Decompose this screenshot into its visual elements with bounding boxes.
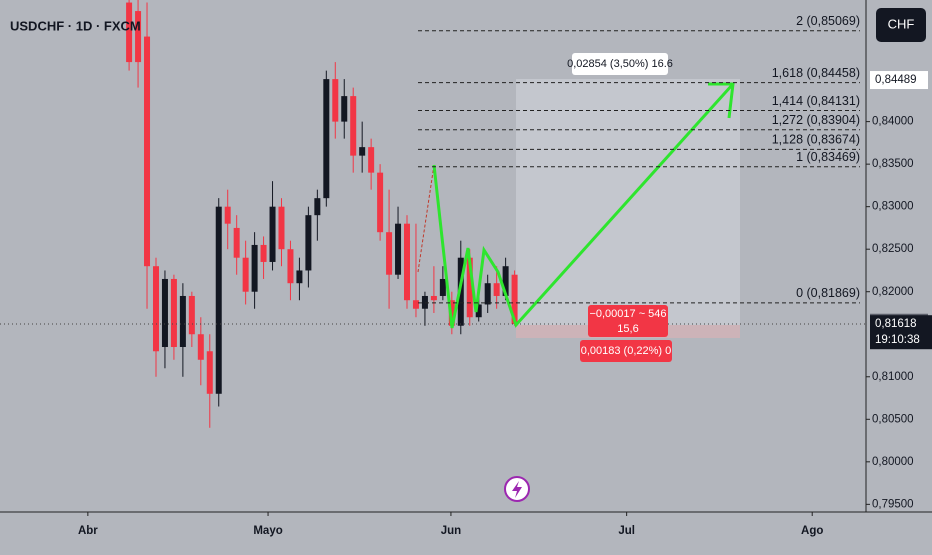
y-tick-label: 0,83500	[872, 158, 914, 170]
candle-body	[511, 274, 518, 325]
stop-info-text: 0,00183 (0,22%) 0	[581, 345, 672, 357]
target-box	[572, 53, 668, 75]
price-tag-label: 0,84489	[875, 74, 917, 86]
x-tick-label: Ago	[801, 525, 823, 537]
projection-path	[432, 82, 735, 329]
candle-body	[404, 223, 411, 301]
fib-label: 1,128 (0,83674)	[772, 133, 860, 147]
stop-box	[588, 305, 668, 337]
candle-body	[278, 206, 285, 250]
candle-body	[269, 206, 276, 262]
candle-body	[251, 244, 258, 292]
fib-label: 1,618 (0,84458)	[772, 66, 860, 80]
candle-body	[305, 215, 312, 271]
candle-body	[170, 278, 177, 348]
candle-body	[161, 278, 168, 348]
y-tick-label: 0,80500	[872, 413, 914, 425]
fib-label: 2 (0,85069)	[796, 14, 860, 28]
candle-body	[242, 257, 249, 292]
candle-body	[287, 249, 294, 284]
candle-body	[377, 172, 384, 233]
last-price-tag	[870, 315, 932, 350]
candle-body	[412, 300, 419, 309]
candle-body	[502, 266, 509, 296]
arrow-head	[708, 82, 735, 119]
candle-body	[206, 351, 213, 394]
candle-body	[466, 257, 473, 318]
candle-body	[493, 283, 500, 296]
candle-body	[457, 257, 464, 326]
candle-body	[421, 295, 428, 309]
fib-label: 1,414 (0,84131)	[772, 94, 860, 108]
target-box-text: 0,02854 (3,50%) 16.6	[567, 58, 673, 70]
y-tick-label: 0,82500	[872, 243, 914, 255]
x-tick-label: Jul	[618, 525, 635, 537]
candle-body	[359, 147, 366, 156]
candle-body	[368, 147, 375, 173]
fib-label: 0 (0,81869)	[796, 286, 860, 300]
y-tick-label: 0,84000	[872, 116, 914, 128]
fib-label: 1 (0,83469)	[796, 150, 860, 164]
candle-body	[224, 206, 231, 224]
fib-label: 1,272 (0,83904)	[772, 113, 860, 127]
currency-badge[interactable]	[876, 8, 926, 42]
candle-body	[430, 295, 437, 301]
countdown: 19:10:38	[875, 334, 920, 346]
stop-info-box	[580, 340, 672, 362]
stop-box-text: 15,6	[617, 323, 638, 335]
candle-body	[314, 198, 321, 216]
price-tag	[870, 71, 928, 90]
candle-body	[395, 223, 402, 275]
candle-body	[439, 278, 446, 296]
symbol-title: USDCHF · 1D · FXCM	[10, 18, 141, 33]
x-tick-label: Jun	[441, 525, 461, 537]
event-icon-bolt	[512, 481, 522, 498]
candle-body	[144, 36, 151, 267]
candle-body	[152, 266, 159, 352]
candle-body	[179, 295, 186, 348]
candle-body	[341, 96, 348, 122]
candle-body	[386, 232, 393, 275]
candle-body	[233, 227, 240, 258]
y-tick-label: 0,82000	[872, 286, 914, 298]
candle-body	[484, 283, 491, 305]
currency-label: CHF	[888, 16, 915, 31]
candle-body	[332, 79, 339, 122]
y-tick-label: 0,81000	[872, 371, 914, 383]
candle-body	[215, 206, 222, 394]
x-tick-label: Mayo	[253, 525, 282, 537]
y-tick-label: 0,79500	[872, 498, 914, 510]
y-tick-label: 0,80000	[872, 456, 914, 468]
candle-body	[197, 334, 204, 360]
x-tick-label: Abr	[78, 525, 98, 537]
stop-box-text: −0,00017 ~ 546	[589, 308, 666, 320]
y-tick-label: 0,83000	[872, 201, 914, 213]
candle-body	[135, 11, 142, 63]
pattern-leg	[417, 164, 435, 273]
candle-body	[350, 96, 357, 156]
last-price-label: 0,81618	[875, 318, 917, 330]
candle-body	[323, 79, 330, 199]
candle-body	[475, 304, 482, 318]
candle-body	[260, 244, 267, 262]
candle-body	[296, 270, 303, 284]
candle-body	[126, 2, 133, 63]
candle-body	[188, 295, 195, 335]
drawings	[0, 82, 866, 329]
